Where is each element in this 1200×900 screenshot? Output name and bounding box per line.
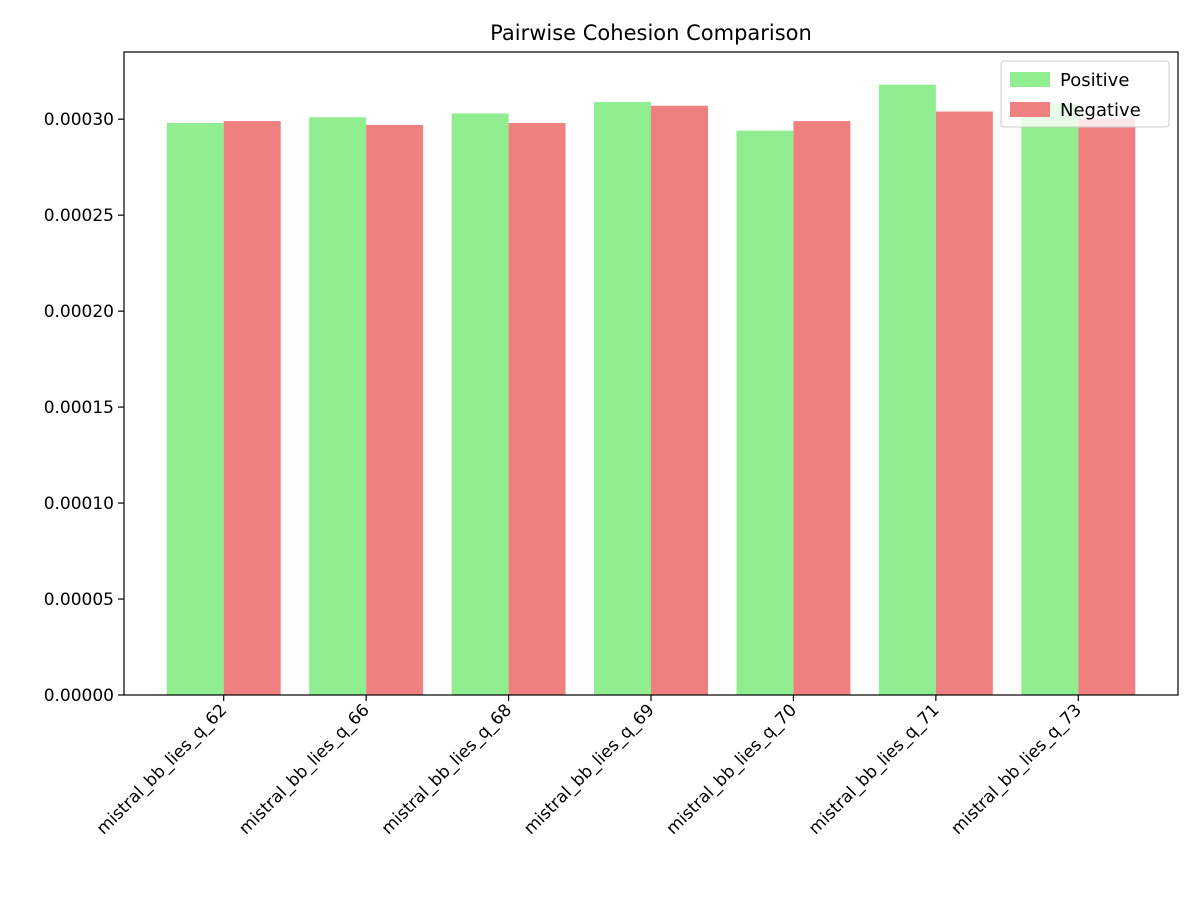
bar-positive-6 [878,84,936,695]
y-tick-label: 0.00010 [44,494,114,514]
y-tick-label: 0.00000 [44,686,114,706]
y-tick-label: 0.00005 [44,590,114,610]
legend-label-negative: Negative [1060,100,1141,121]
bar-positive-5 [736,130,794,695]
bar-negative-6 [935,111,993,696]
y-tick-label: 0.00015 [44,398,114,418]
chart-title: Pairwise Cohesion Comparison [490,21,812,45]
bar-positive-7 [1021,103,1079,696]
bar-negative-5 [793,121,851,695]
bar-negative-1 [223,121,281,695]
y-tick-label: 0.00030 [44,110,114,130]
bar-positive-3 [451,113,509,695]
bar-positive-2 [309,117,367,695]
bar-negative-2 [366,124,424,695]
bar-positive-4 [594,101,651,695]
bars-group [166,84,1136,696]
legend: Positive Negative [1000,60,1170,128]
y-tick-label: 0.00025 [44,206,114,226]
legend-swatch-negative [1010,102,1050,117]
legend-label-positive: Positive [1060,70,1129,91]
y-tick-label: 0.00020 [44,302,114,322]
bar-negative-3 [508,123,566,695]
bar-positive-1 [166,123,224,695]
bar-negative-7 [1078,119,1136,696]
legend-swatch-positive [1010,72,1050,87]
bar-negative-4 [651,105,708,695]
